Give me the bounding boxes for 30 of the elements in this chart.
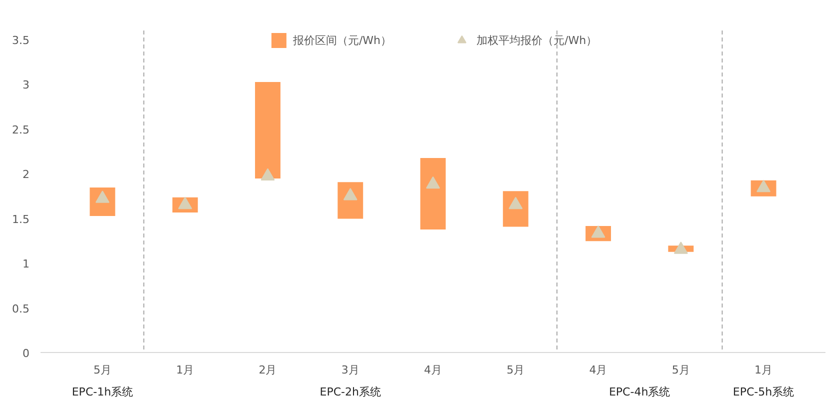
y-tick-label: 2 [22, 168, 30, 182]
bar [419, 157, 447, 230]
point [260, 168, 275, 181]
x-tick-label: 4月 [589, 364, 608, 376]
legend-label: 报价区间（元/Wh） [292, 32, 392, 48]
x-tick-label: 5月 [506, 364, 525, 376]
y-tick-label: 0 [22, 347, 30, 360]
text: EPC-1h系统 [72, 386, 134, 398]
point [674, 242, 688, 254]
text: EPC-4h系统 [608, 386, 670, 398]
x-tick-label: 3月 [341, 364, 360, 376]
text: EPC-5h系统 [732, 386, 794, 398]
x-tick-label: 4月 [424, 364, 442, 376]
bar [254, 80, 282, 180]
y-tick-label: 3.5 [12, 34, 30, 47]
y-tick-label: 3 [22, 78, 30, 92]
x-tick-label: 1月 [176, 364, 194, 376]
x-tick-label: 2月 [258, 364, 277, 376]
x-tick-label: 5月 [93, 364, 112, 376]
text: EPC-2h系统 [320, 386, 381, 398]
y-tick-label: 0.5 [12, 302, 30, 316]
bar [502, 190, 530, 228]
y-tick-label: 2.5 [12, 123, 30, 136]
point [426, 176, 440, 189]
x-tick-label: 5月 [672, 364, 690, 376]
legend-label: 加权平均报价（元/Wh） [476, 32, 598, 48]
y-tick-label: 1 [22, 258, 30, 271]
x-tick-label: 1月 [754, 364, 773, 376]
bar [336, 181, 364, 220]
y-tick-label: 1.5 [12, 212, 30, 226]
